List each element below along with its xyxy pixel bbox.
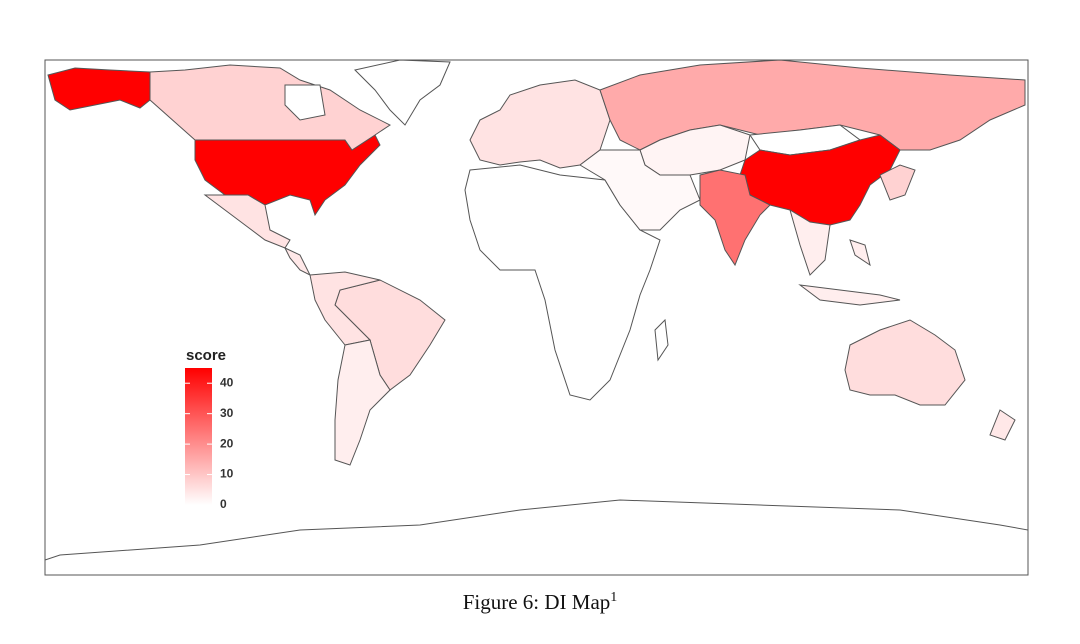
legend-tick-label: 20 <box>220 436 234 450</box>
region <box>989 409 1016 441</box>
legend-tick-label: 10 <box>220 467 234 481</box>
region <box>149 64 391 151</box>
region <box>879 164 916 201</box>
region <box>334 339 391 466</box>
region <box>789 208 831 276</box>
water <box>284 84 326 121</box>
region <box>844 319 966 406</box>
region <box>699 169 771 267</box>
region <box>309 271 381 346</box>
region <box>44 499 1029 576</box>
regions <box>44 59 1029 576</box>
caption: Figure 6: DI Map1 <box>0 590 1080 615</box>
legend-title: score <box>186 347 226 364</box>
region <box>798 284 901 306</box>
legend-tick-label: 30 <box>220 406 234 420</box>
region <box>654 318 669 362</box>
region <box>203 194 291 249</box>
caption-text: Figure 6: DI Map <box>462 590 611 614</box>
map: score 0 10 20 30 40 <box>44 59 1029 576</box>
region <box>47 67 151 111</box>
region <box>354 59 451 126</box>
legend-colorbar <box>185 368 212 505</box>
caption-note: 1 <box>610 590 618 605</box>
legend-tick-label: 40 <box>220 375 234 389</box>
legend-tick-label: 0 <box>220 497 227 511</box>
legend: 0 10 20 30 40 <box>185 368 234 511</box>
region <box>849 239 871 267</box>
region <box>283 246 312 277</box>
